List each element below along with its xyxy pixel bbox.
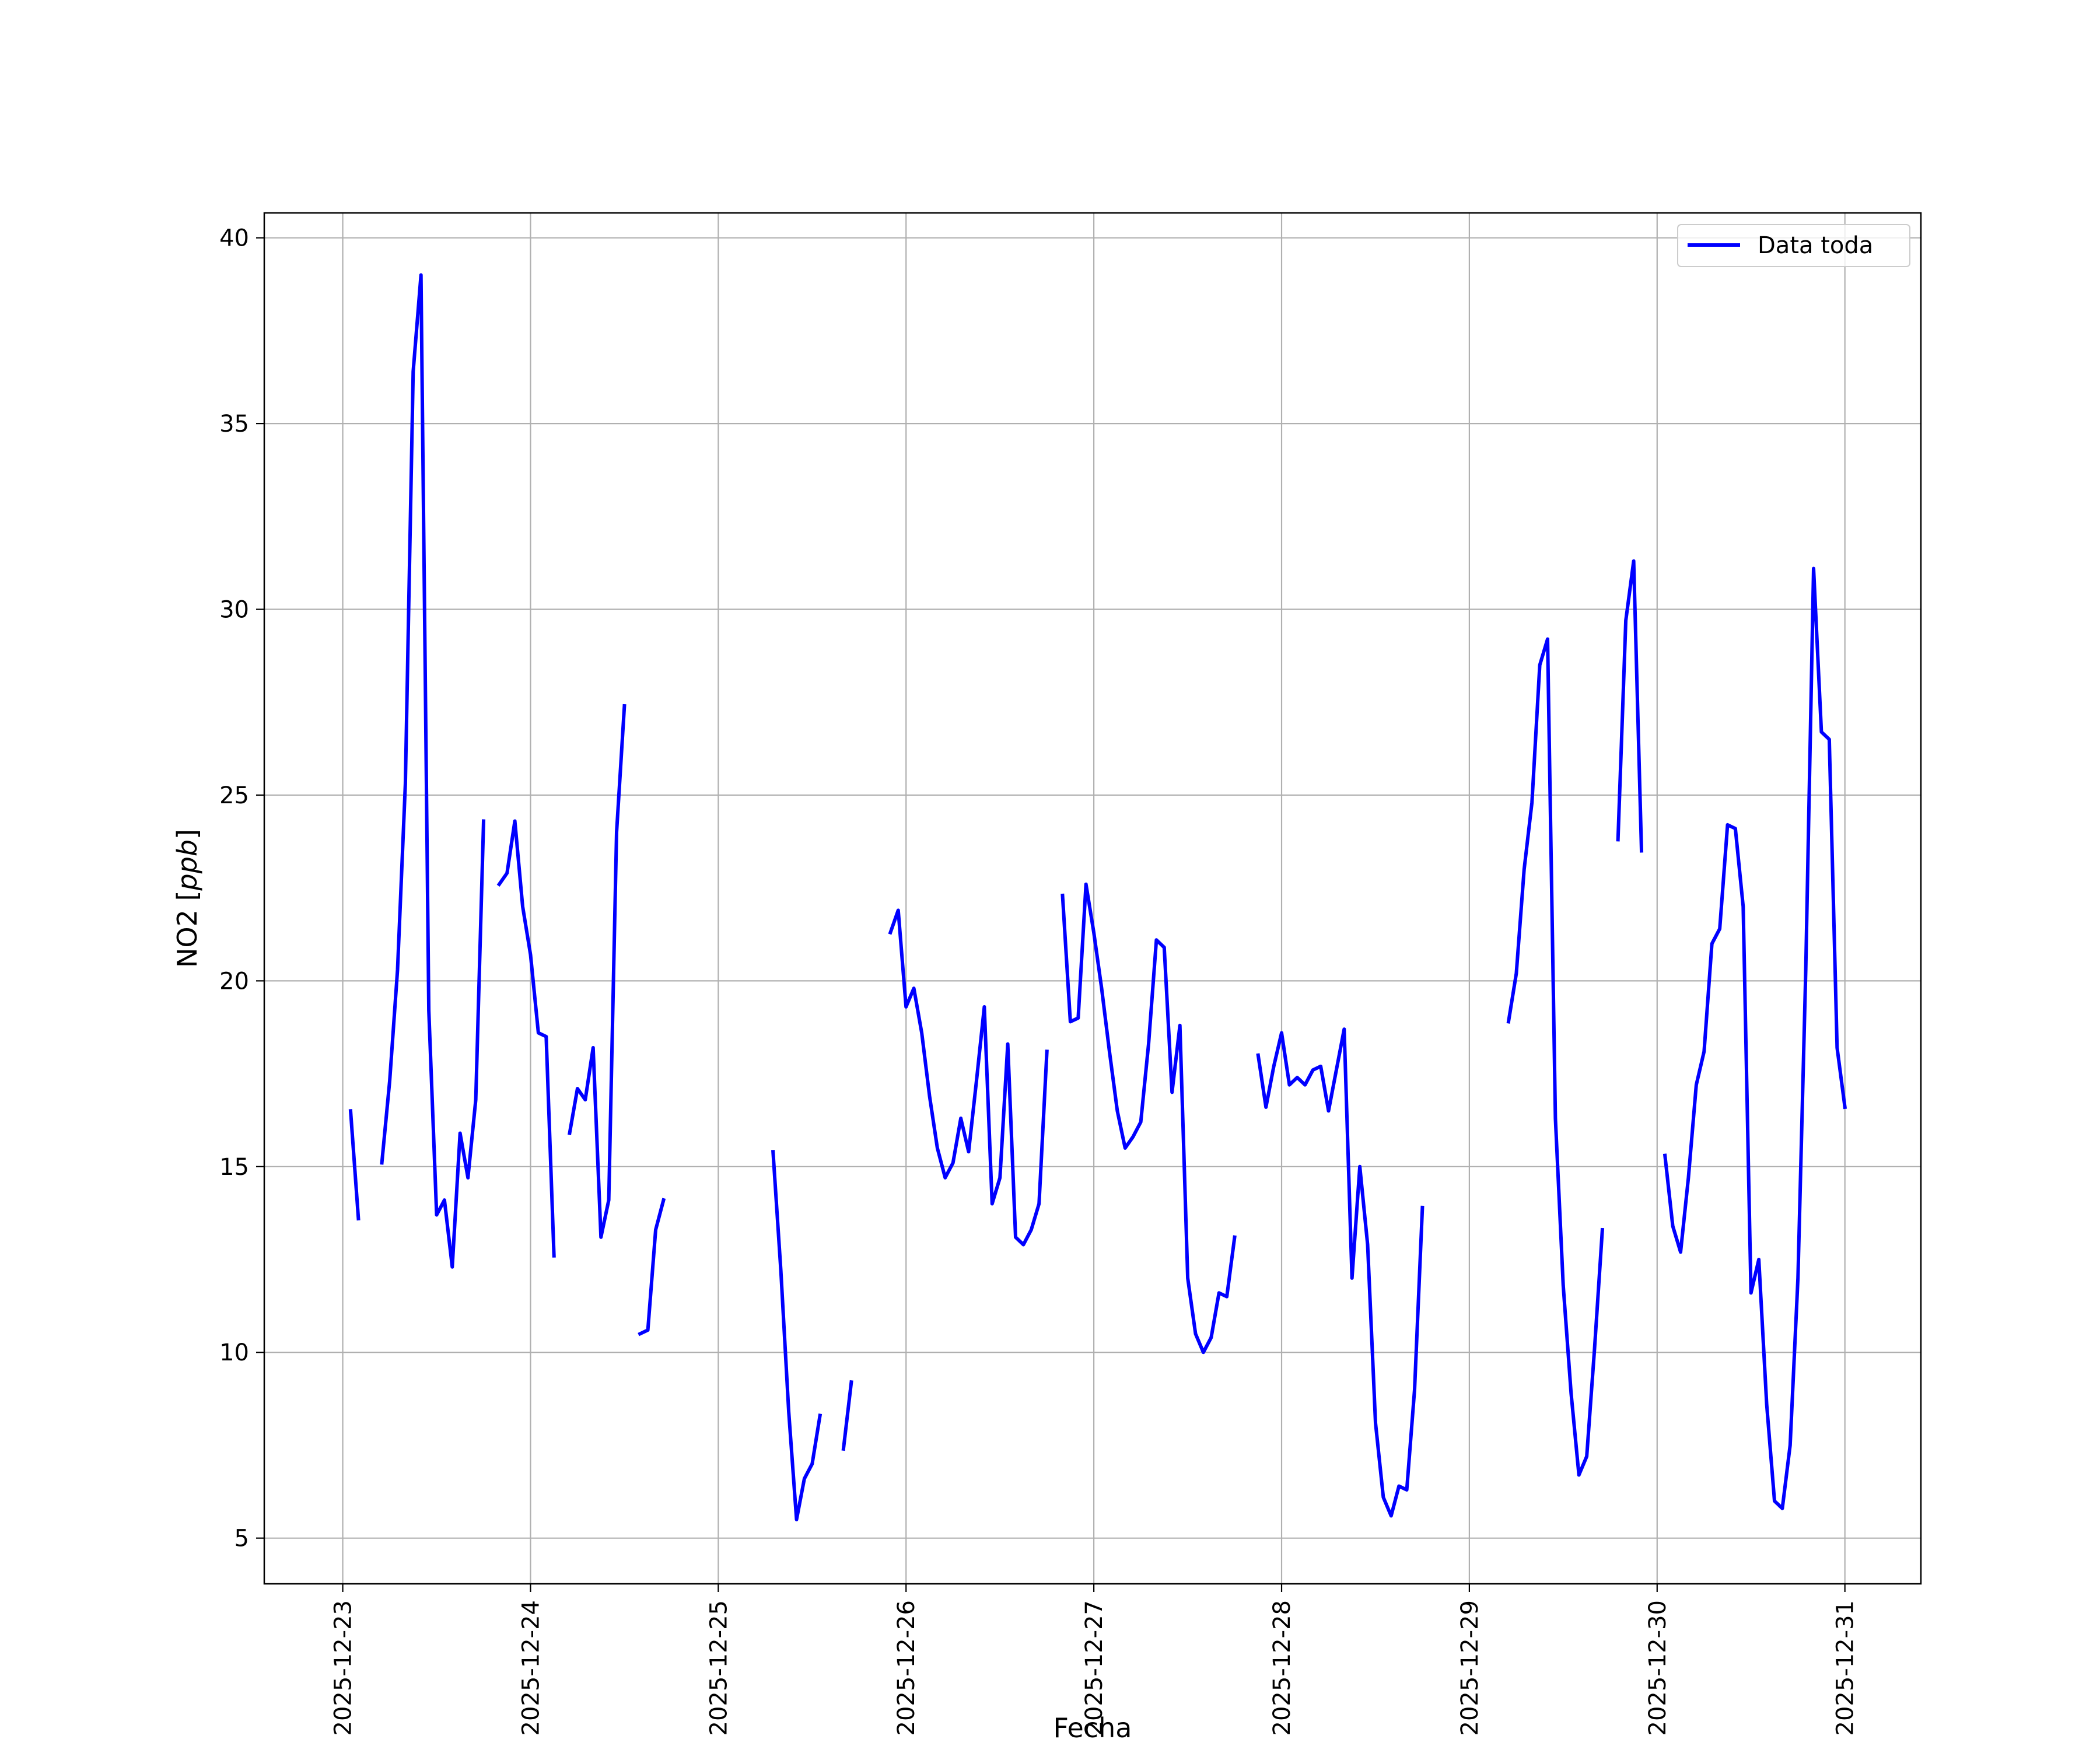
series-line-segment [841, 1380, 853, 1451]
x-tick-label: 2025-12-25 [705, 1600, 732, 1735]
gridlines [264, 213, 1921, 1584]
series-line-segment [638, 1198, 666, 1336]
y-axis-label-unit: ppb [172, 839, 203, 891]
plot-area-frame [263, 212, 1922, 1585]
x-tick-label: 2025-12-30 [1644, 1600, 1671, 1735]
y-tick-label: 35 [219, 411, 249, 438]
legend: Data toda [1677, 224, 1910, 267]
y-tick-label: 5 [235, 1525, 249, 1552]
y-tick-label: 40 [219, 225, 249, 252]
y-tick-label: 15 [219, 1154, 249, 1181]
series-line-segment [888, 908, 1049, 1247]
y-tick-label: 25 [219, 782, 249, 809]
x-tick-label: 2025-12-24 [517, 1600, 544, 1735]
series-line-segment [1506, 637, 1605, 1477]
series-lines [348, 273, 1847, 1521]
x-tick-label: 2025-12-26 [893, 1600, 920, 1735]
y-tick-label: 10 [219, 1339, 249, 1366]
series-line-segment [771, 1150, 822, 1521]
y-axis-label-suffix: ] [172, 829, 203, 839]
y-tick-label: 30 [219, 597, 249, 624]
series-line-segment [1256, 1027, 1424, 1518]
x-tick-label: 2025-12-29 [1457, 1600, 1483, 1735]
x-axis-label: Fecha [1054, 1712, 1132, 1744]
series-line-segment [1060, 882, 1237, 1355]
series-line-segment [1616, 559, 1644, 853]
x-tick-label: 2025-12-31 [1832, 1600, 1859, 1735]
y-axis-label: NO2 [ppb] [172, 829, 203, 968]
series-line-segment [568, 704, 626, 1239]
x-tick-label: 2025-12-27 [1081, 1600, 1108, 1735]
series-line-segment [380, 273, 486, 1269]
x-tick-label: 2025-12-23 [330, 1600, 357, 1735]
y-tick-label: 20 [219, 968, 249, 995]
legend-box [1677, 224, 1910, 267]
series-line-segment [348, 1109, 360, 1221]
series-line-segment [1662, 566, 1847, 1510]
legend-label: Data toda [1758, 232, 1873, 259]
series-line-segment [496, 819, 556, 1258]
axis-ticks: 2025-12-23 2025-12-24 2025-12-25 2025-12-26… [219, 225, 1859, 1736]
y-axis-label-prefix: NO2 [ [172, 891, 203, 968]
x-tick-label: 2025-12-28 [1269, 1600, 1296, 1735]
